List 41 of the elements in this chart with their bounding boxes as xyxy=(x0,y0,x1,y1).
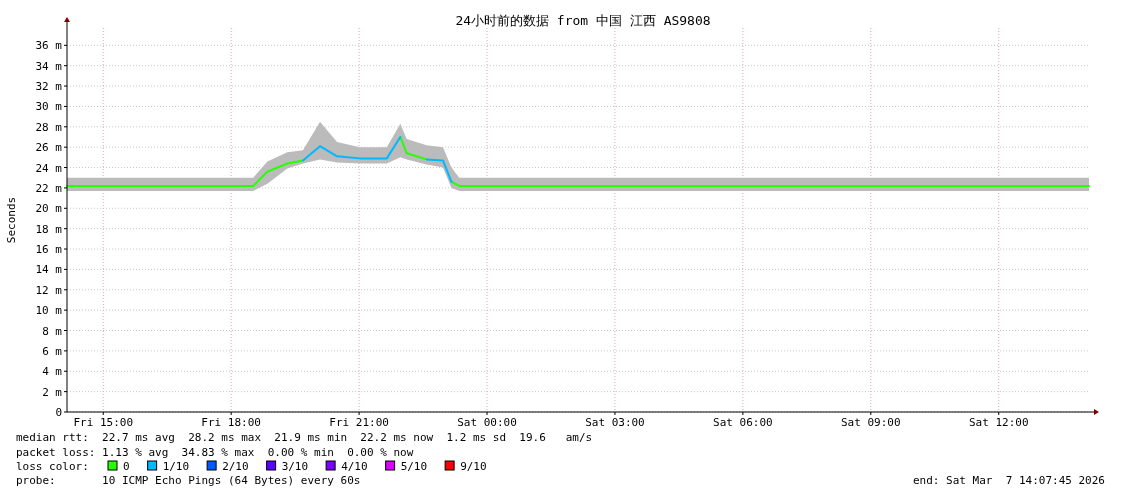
y-tick-label: 4 m xyxy=(42,365,63,379)
y-tick-label: 14 m xyxy=(35,263,63,277)
text: median rtt: 22.7 ms avg 28.2 ms max 21.9 ms min 22.2 ms now 1.2 ms sd 19.6 am/s xyxy=(16,431,593,444)
legend-label: 3/10 xyxy=(281,460,309,473)
x-tick-label: Sat 03:00 xyxy=(585,416,645,429)
y-tick-label: 30 m xyxy=(35,100,63,114)
x-tick-label: Sat 12:00 xyxy=(968,416,1029,429)
x-tick-label: Sat 09:00 xyxy=(841,416,901,429)
y-tick-label: 18 m xyxy=(35,222,63,236)
y-axis-title: Seconds xyxy=(5,196,18,244)
y-tick-label: 22 m xyxy=(35,181,63,195)
y-tick-label: 28 m xyxy=(35,120,63,134)
y-tick-label: 32 m xyxy=(35,80,63,94)
legend-label: 0 xyxy=(123,460,130,473)
y-tick-label: 24 m xyxy=(35,161,63,175)
y-tick-label: 12 m xyxy=(35,283,63,297)
chart-title: 24小时前的数据 from 中国 江西 AS9808 xyxy=(455,13,711,28)
legend-title: loss color: xyxy=(16,460,89,473)
y-tick-label: 26 m xyxy=(35,141,63,155)
y-tick-label: 6 m xyxy=(42,344,63,358)
x-tick-label: Fri 21:00 xyxy=(329,416,389,429)
legend-label: 1/10 xyxy=(162,460,190,473)
x-tick-label: Sat 00:00 xyxy=(457,416,517,429)
y-tick-label: 10 m xyxy=(35,304,63,318)
text: packet loss: 1.13 % avg 34.83 % max 0.00 % min 0.00 % now xyxy=(16,446,414,459)
y-tick-label: 34 m xyxy=(35,59,63,73)
x-tick-label: Fri 15:00 xyxy=(73,416,134,429)
legend-label: 5/10 xyxy=(400,460,428,473)
y-tick-label: 2 m xyxy=(42,385,63,399)
y-tick-label: 8 m xyxy=(42,324,63,338)
x-tick-label: Fri 18:00 xyxy=(201,416,261,429)
legend-label: 4/10 xyxy=(341,460,368,473)
legend-label: 2/10 xyxy=(222,460,249,473)
legend-label: 9/10 xyxy=(460,460,487,473)
x-tick-label: Sat 06:00 xyxy=(713,416,773,429)
y-tick-label: 16 m xyxy=(35,243,63,257)
y-tick-label: 20 m xyxy=(35,202,63,216)
text: end: Sat Mar 7 14:07:45 2026 xyxy=(912,474,1105,487)
y-tick-label: 0 xyxy=(55,406,62,419)
y-tick-label: 36 m xyxy=(35,39,63,53)
text: probe: 10 ICMP Echo Pings (64 Bytes) every 60s xyxy=(16,474,361,487)
